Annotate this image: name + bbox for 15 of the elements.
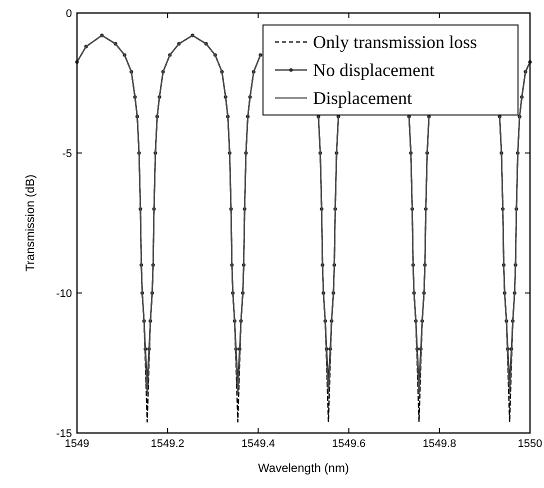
legend-label: No displacement	[313, 60, 434, 80]
x-tick-label: 1550	[518, 438, 542, 450]
legend-label: Displacement	[313, 88, 412, 108]
legend-label: Only transmission loss	[313, 32, 478, 52]
x-tick-label: 1549.6	[332, 438, 366, 450]
x-axis-title: Wavelength (nm)	[258, 461, 349, 475]
x-tick-label: 1549	[64, 438, 90, 450]
x-tick-label: 1549.4	[241, 438, 276, 450]
y-tick-label: 0	[66, 8, 72, 20]
y-tick-label: -5	[62, 148, 72, 160]
x-tick-label: 1549.8	[422, 438, 456, 450]
y-tick-label: -10	[56, 288, 72, 300]
x-tick-label: 1549.2	[150, 438, 184, 450]
y-axis-title: Transmission (dB)	[23, 174, 37, 272]
y-tick-label: -15	[56, 428, 72, 440]
